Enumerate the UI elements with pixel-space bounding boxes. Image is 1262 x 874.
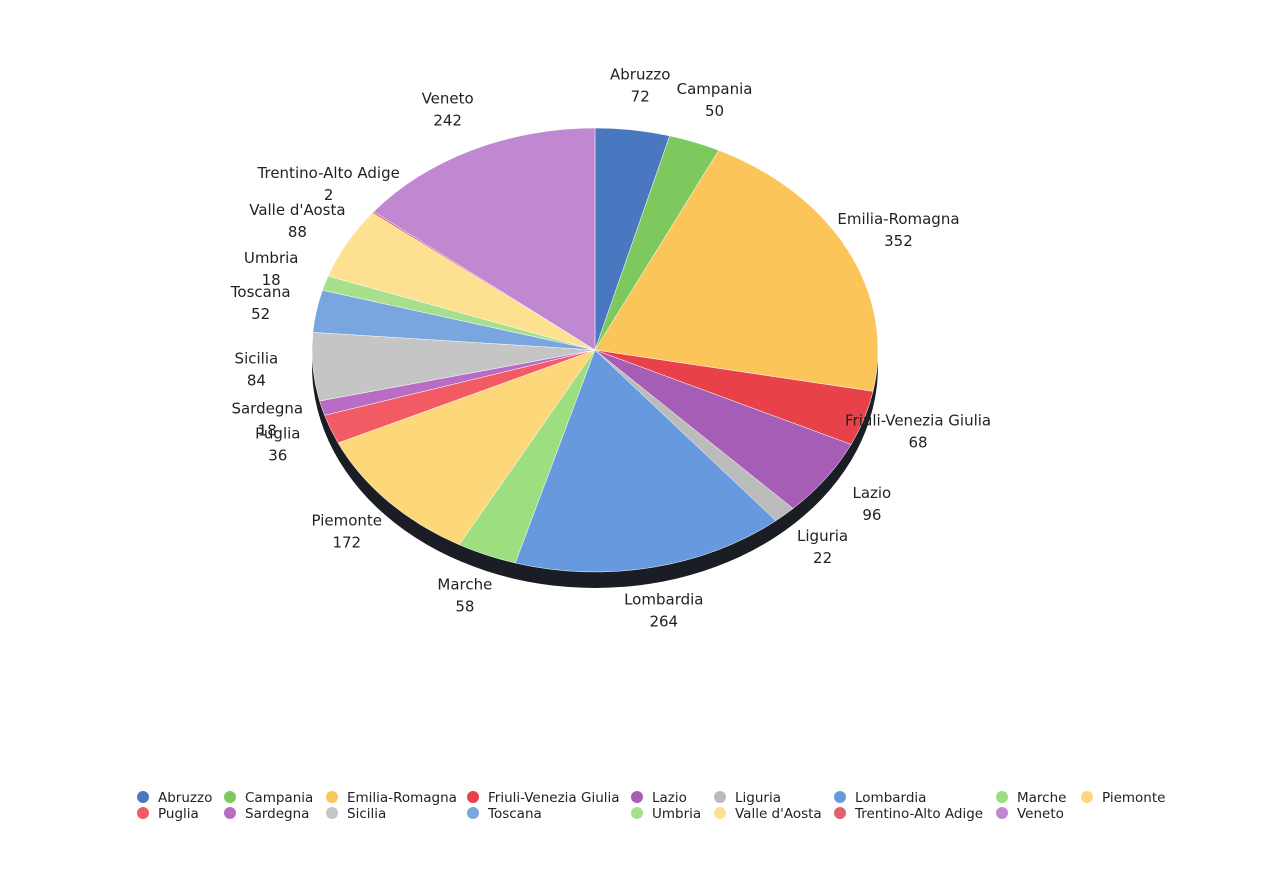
slice-label-value: 18 bbox=[262, 271, 281, 289]
slice-label-name: Trentino-Alto Adige bbox=[257, 164, 400, 182]
slice-label-value: 68 bbox=[909, 434, 928, 452]
legend-marker bbox=[224, 791, 236, 803]
slice-label-name: Marche bbox=[437, 576, 492, 594]
pie-slice bbox=[514, 349, 777, 573]
slice-label-value: 52 bbox=[251, 305, 270, 323]
labels: Abruzzo 72 Campania 50 Emilia-Romagna 352 Friu… bbox=[230, 65, 991, 630]
slice-label-value: 352 bbox=[884, 232, 913, 250]
slice-label-name: Abruzzo bbox=[610, 65, 670, 83]
slice-label-name: Liguria bbox=[797, 527, 848, 545]
legend-label: Trentino-Alto Adige bbox=[854, 806, 983, 822]
slice-label-value: 242 bbox=[433, 111, 462, 129]
legend-marker bbox=[631, 807, 643, 819]
slice-label-name: Lazio bbox=[852, 484, 891, 502]
legend-marker bbox=[834, 807, 846, 819]
legend-label: Sicilia bbox=[347, 806, 386, 822]
pie-slice bbox=[594, 150, 879, 392]
legend-label: Emilia-Romagna bbox=[347, 790, 457, 806]
slice-label-value: 50 bbox=[705, 102, 724, 120]
slice-label-name: Sardegna bbox=[231, 399, 303, 417]
slice-label-value: 22 bbox=[813, 549, 832, 567]
legend-marker bbox=[1081, 791, 1093, 803]
legend-marker bbox=[326, 807, 338, 819]
legend-marker bbox=[467, 807, 479, 819]
legend-label: Lazio bbox=[652, 790, 687, 806]
legend-label: Abruzzo bbox=[158, 790, 212, 806]
slice-label-value: 264 bbox=[649, 612, 678, 630]
legend-label: Veneto bbox=[1017, 806, 1064, 822]
slice-label-value: 18 bbox=[258, 421, 277, 439]
pie-slice bbox=[373, 127, 596, 351]
legend-label: Piemonte bbox=[1102, 790, 1165, 806]
pie-slice bbox=[337, 349, 596, 546]
legend-marker bbox=[714, 807, 726, 819]
slice-label-name: Veneto bbox=[422, 89, 474, 107]
legend-marker bbox=[631, 791, 643, 803]
slice-label-name: Lombardia bbox=[624, 590, 703, 608]
slice-label-value: 84 bbox=[247, 372, 266, 390]
legend: Abruzzo Campania Emilia-Romagna Friuli-Vene… bbox=[137, 790, 1165, 822]
legend-label: Campania bbox=[245, 790, 313, 806]
slice-label-name: Friuli-Venezia Giulia bbox=[845, 412, 991, 430]
slice-label-name: Emilia-Romagna bbox=[837, 210, 959, 228]
legend-marker bbox=[137, 791, 149, 803]
slice-label-name: Campania bbox=[677, 80, 753, 98]
slice-label-value: 2 bbox=[324, 186, 334, 204]
slice-label-value: 36 bbox=[268, 447, 287, 465]
pie bbox=[311, 127, 879, 588]
legend-marker bbox=[996, 791, 1008, 803]
legend-label: Umbria bbox=[652, 806, 701, 822]
legend-marker bbox=[467, 791, 479, 803]
legend-marker bbox=[137, 807, 149, 819]
slice-label-name: Piemonte bbox=[312, 511, 383, 529]
legend-marker bbox=[996, 807, 1008, 819]
legend-label: Toscana bbox=[487, 806, 542, 822]
slice-label-value: 172 bbox=[332, 533, 361, 551]
slice-label-name: Puglia bbox=[255, 425, 300, 443]
slice-label-value: 58 bbox=[455, 598, 474, 616]
slice-label-name: Valle d'Aosta bbox=[249, 201, 345, 219]
slice-label-value: 72 bbox=[631, 87, 650, 105]
slice-label-value: 96 bbox=[862, 506, 881, 524]
slice-label-name: Toscana bbox=[230, 283, 291, 301]
legend-label: Sardegna bbox=[245, 806, 309, 822]
slice-label-name: Sicilia bbox=[235, 350, 279, 368]
legend-marker bbox=[326, 791, 338, 803]
legend-marker bbox=[224, 807, 236, 819]
legend-marker bbox=[834, 791, 846, 803]
slice-label-value: 88 bbox=[288, 223, 307, 241]
legend-label: Lombardia bbox=[855, 790, 926, 806]
legend-label: Liguria bbox=[735, 790, 781, 806]
legend-label: Friuli-Venezia Giulia bbox=[488, 790, 620, 806]
legend-label: Valle d'Aosta bbox=[735, 806, 822, 822]
slice-label-name: Umbria bbox=[244, 249, 299, 267]
legend-marker bbox=[714, 791, 726, 803]
legend-label: Puglia bbox=[158, 806, 199, 822]
legend-label: Marche bbox=[1017, 790, 1066, 806]
